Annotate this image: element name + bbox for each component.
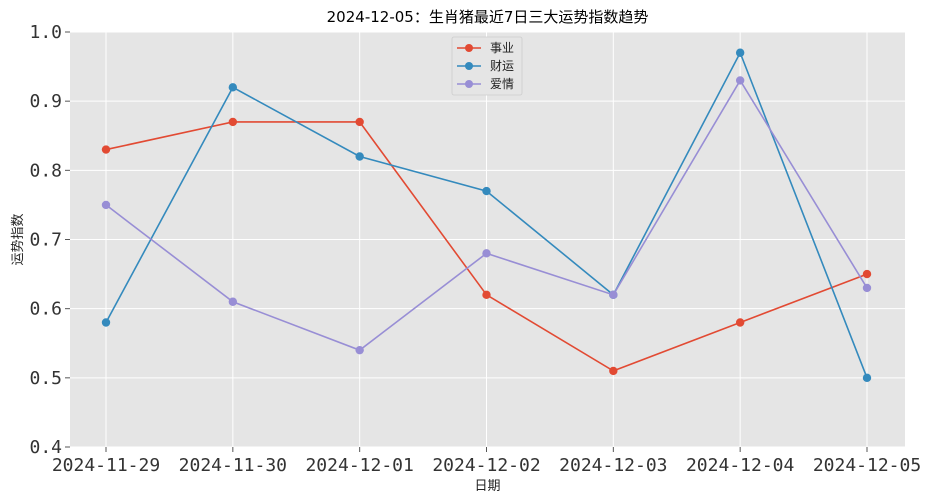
y-tick-label: 0.4	[29, 437, 62, 458]
data-point	[228, 297, 238, 306]
legend-marker	[465, 80, 473, 88]
x-tick-label: 2024-12-04	[686, 455, 794, 476]
x-tick-label: 2024-12-01	[305, 455, 413, 476]
data-point	[101, 318, 111, 327]
x-tick-label: 2024-12-02	[432, 455, 540, 476]
data-point	[609, 290, 618, 300]
data-point	[862, 283, 872, 293]
x-tick-label: 2024-12-05	[813, 455, 921, 476]
axes: 0.4 0.5 0.6 0.7 0.8 0.9 1.0 2024-11-29 2024-11-3…	[29, 22, 921, 476]
data-point	[862, 269, 872, 279]
legend-item: 财运	[457, 59, 514, 73]
series-group	[101, 117, 872, 376]
series	[101, 48, 872, 383]
x-tick-label: 2024-11-29	[52, 455, 160, 476]
data-point	[355, 345, 364, 355]
chart-title: 2024-12-05：生肖猪最近7日三大运势指数趋势	[327, 8, 649, 26]
data-point	[482, 186, 491, 196]
data-point	[101, 145, 111, 154]
legend-marker	[465, 44, 473, 52]
x-tick-label: 2024-11-30	[179, 455, 287, 476]
legend-label: 爱情	[490, 77, 514, 91]
y-tick-label: 0.5	[29, 368, 62, 389]
data-point	[609, 366, 618, 376]
data-point	[735, 76, 745, 85]
legend-marker	[465, 62, 473, 70]
x-axis-label: 日期	[474, 479, 500, 494]
series-group	[101, 48, 872, 383]
data-point	[355, 152, 364, 161]
x-tick-label: 2024-12-03	[559, 455, 667, 476]
data-point	[735, 318, 745, 327]
legend-item: 爱情	[457, 77, 514, 91]
y-tick-label: 0.9	[29, 91, 62, 112]
data-point	[482, 249, 491, 258]
y-axis-label: 运势指数	[10, 213, 26, 265]
data-point	[735, 48, 745, 57]
data-point	[862, 373, 872, 383]
legend-label: 财运	[490, 59, 514, 73]
data-point	[228, 117, 238, 127]
y-tick-label: 0.6	[29, 299, 62, 320]
data-point	[355, 117, 364, 127]
grid	[70, 31, 905, 448]
data-point	[228, 83, 238, 92]
series-group	[101, 76, 872, 355]
legend-label: 事业	[490, 41, 514, 55]
y-tick-label: 0.7	[29, 230, 62, 251]
y-tick-label: 0.8	[29, 160, 62, 181]
data-point	[101, 200, 111, 210]
data-point	[482, 290, 491, 300]
legend-item: 事业	[457, 41, 514, 55]
y-tick-label: 1.0	[29, 22, 62, 43]
